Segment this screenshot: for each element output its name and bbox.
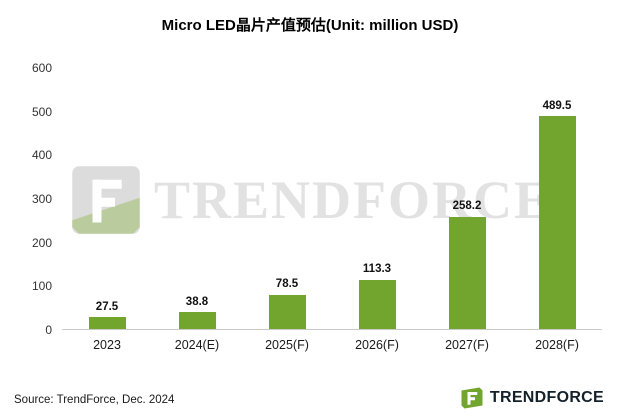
x-axis-label: 2025(F) [265,338,309,352]
y-tick-label: 0 [45,323,52,337]
chart-title: Micro LED晶片产值预估(Unit: million USD) [161,17,459,34]
bar-column: 38.8 [152,68,242,329]
x-axis-label: 2023 [93,338,121,352]
y-tick-label: 100 [31,279,52,294]
x-axis-label: 2024(E) [174,338,220,352]
bar-value-label: 78.5 [275,278,299,291]
y-tick-label: 200 [31,235,52,250]
y-tick-label: 600 [31,61,52,75]
y-tick-label: 500 [31,104,52,119]
bar [268,294,306,329]
bar [358,279,396,329]
trendforce-logo-text: TRENDFORCE [489,389,604,406]
x-axis: 2023 2024(E) 2025(F) 2026(F) 2027(F) 2028(F) [62,338,602,352]
x-axis-label: 2026(F) [355,338,399,352]
y-axis: 0 100 200 300 400 500 600 [10,62,52,336]
bar-value-label: 489.5 [542,99,572,112]
y-tick-label: 300 [31,192,52,206]
bar-value-label: 258.2 [452,200,482,213]
bar-column: 258.2 [422,68,512,329]
bar [88,317,126,329]
bar-value-label: 27.5 [95,300,119,313]
x-axis-label: 2027(F) [445,338,489,352]
bar [178,312,216,329]
bar [538,116,576,329]
bar-column: 27.5 [62,68,152,329]
y-tick-label: 400 [31,148,52,163]
trendforce-logo-icon [461,387,483,409]
bar-value-label: 113.3 [362,263,392,276]
bar-column: 78.5 [242,68,332,329]
bar-column: 113.3 [332,68,422,329]
bar-column: 489.5 [512,68,602,329]
source-note: Source: TrendForce, Dec. 2024 [14,394,175,406]
bar-value-label: 38.8 [185,295,209,308]
plot-area: 27.5 38.8 78.5 113.3 258.2 489.5 [62,68,602,330]
bar [448,216,486,329]
x-axis-label: 2028(F) [535,338,579,352]
trendforce-logo: TRENDFORCE [460,386,604,410]
